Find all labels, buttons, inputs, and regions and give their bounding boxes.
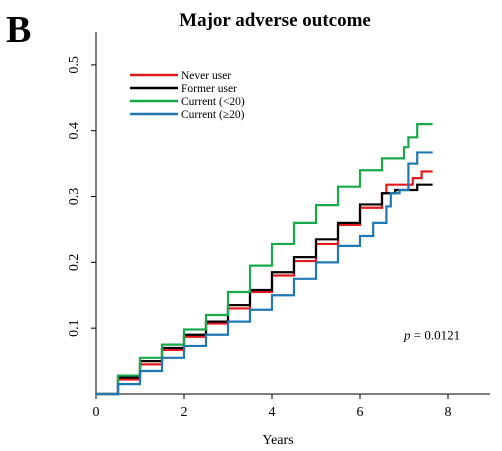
y-tick-label: 0.3 [67, 188, 82, 206]
y-tick-label: 0.4 [67, 122, 82, 140]
axis-ticks: 0 2 4 6 8 0.1 0.2 0.3 0.4 0.5 [67, 56, 452, 420]
series-line-current_lt20 [96, 123, 433, 396]
legend-label-never: Never user [181, 70, 231, 82]
x-tick-label: 6 [357, 405, 364, 420]
legend-label-current_lt20: Current (<20) [181, 96, 245, 108]
legend-label-current_ge20: Current (≥20) [181, 109, 245, 121]
series-line-former [96, 183, 433, 396]
x-tick-label: 4 [269, 405, 276, 420]
panel-letter: B [6, 9, 31, 51]
series-line-current_ge20 [96, 151, 433, 396]
y-tick-label: 0.1 [67, 319, 82, 337]
p-value-text: = 0.0121 [411, 327, 461, 342]
x-tick-label: 2 [181, 405, 188, 420]
legend-label-former: Former user [181, 83, 237, 95]
y-tick-label: 0.2 [67, 254, 82, 272]
p-value-annotation: p = 0.0121 [403, 327, 460, 342]
x-tick-label: 8 [445, 405, 452, 420]
axes [95, 32, 490, 395]
x-tick-label: 0 [93, 405, 100, 420]
x-axis-label: Years [262, 433, 293, 448]
chart-title: Major adverse outcome [179, 10, 371, 31]
y-tick-label: 0.5 [67, 56, 82, 74]
p-value-symbol: p [403, 327, 411, 342]
series-lines [96, 123, 433, 396]
